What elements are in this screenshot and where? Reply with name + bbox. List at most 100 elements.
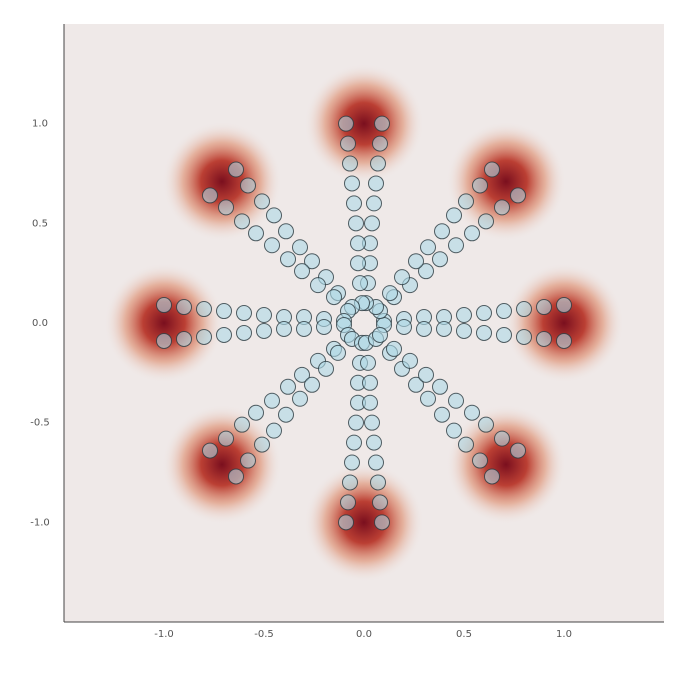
point (436, 320, 452, 337)
point (348, 414, 364, 431)
point (556, 297, 572, 314)
point (416, 320, 432, 337)
heatmap (104, 63, 624, 583)
point (340, 135, 356, 152)
point (276, 320, 292, 337)
point (292, 239, 308, 256)
point (218, 430, 234, 447)
point (240, 177, 256, 194)
point (316, 318, 332, 335)
point (304, 253, 320, 270)
point (234, 416, 250, 433)
point (434, 223, 450, 240)
point (464, 404, 480, 421)
density-mode (304, 63, 424, 184)
point (304, 376, 320, 393)
point (280, 251, 296, 268)
point (294, 263, 310, 280)
point (362, 374, 378, 391)
point (296, 320, 312, 337)
y-tick-label: 1.0 (32, 119, 48, 130)
point (344, 454, 360, 471)
x-tick-label: 0.5 (456, 629, 472, 640)
point (386, 340, 402, 357)
density-mode (504, 263, 624, 383)
point (432, 378, 448, 395)
point (420, 390, 436, 407)
point (372, 326, 388, 343)
point (408, 376, 424, 393)
point (476, 305, 492, 322)
point (382, 285, 398, 302)
y-tick-label: 0.5 (32, 218, 48, 229)
point (456, 322, 472, 339)
point (196, 301, 212, 318)
density-mode (162, 121, 282, 242)
point (402, 352, 418, 369)
point (350, 255, 366, 272)
point (494, 430, 510, 447)
density-mode (104, 263, 224, 383)
point (326, 289, 342, 306)
point (408, 253, 424, 270)
points (156, 115, 572, 531)
point (338, 115, 354, 132)
point (446, 207, 462, 224)
point (536, 299, 552, 316)
point (236, 305, 252, 322)
point (234, 213, 250, 230)
point (264, 392, 280, 409)
point (396, 318, 412, 335)
point (266, 422, 282, 439)
point (176, 299, 192, 316)
point (456, 307, 472, 324)
point (360, 354, 376, 371)
point (216, 326, 232, 343)
point (202, 187, 218, 204)
point (318, 360, 334, 377)
point (418, 366, 434, 383)
point (446, 422, 462, 439)
point (278, 406, 294, 423)
point (364, 414, 380, 431)
point (278, 223, 294, 240)
point (292, 390, 308, 407)
point (176, 330, 192, 347)
point (202, 442, 218, 459)
point (472, 177, 488, 194)
point (254, 436, 270, 453)
point (228, 468, 244, 485)
point (264, 237, 280, 254)
point (394, 269, 410, 286)
point (236, 324, 252, 341)
point (478, 416, 494, 433)
point (342, 474, 358, 491)
point (248, 225, 264, 242)
point (448, 392, 464, 409)
y-tick-label: -1.0 (30, 517, 50, 528)
point (342, 155, 358, 172)
point (510, 442, 526, 459)
point (366, 195, 382, 212)
point (280, 378, 296, 395)
density-mode (304, 462, 424, 583)
point (496, 326, 512, 343)
point (338, 514, 354, 531)
point (370, 474, 386, 491)
point (472, 452, 488, 469)
point (310, 277, 326, 294)
x-tick-label: -0.5 (254, 629, 274, 640)
y-tick-label: -0.5 (30, 418, 50, 429)
point (372, 494, 388, 511)
point (352, 275, 368, 292)
point (256, 322, 272, 339)
density-mode (446, 121, 566, 242)
point (256, 307, 272, 324)
density-mode (446, 404, 566, 525)
point (368, 175, 384, 192)
point (510, 187, 526, 204)
x-tick-label: 0.0 (356, 629, 372, 640)
point (294, 366, 310, 383)
point (374, 115, 390, 132)
